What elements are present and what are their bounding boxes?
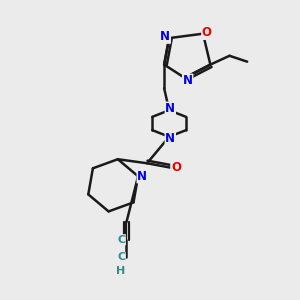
Text: N: N (165, 132, 175, 145)
Text: N: N (165, 102, 175, 115)
Text: O: O (171, 160, 181, 174)
Text: N: N (160, 30, 170, 43)
Text: C: C (117, 253, 125, 262)
Text: N: N (183, 74, 193, 87)
Text: H: H (116, 266, 125, 276)
Text: O: O (202, 26, 212, 39)
Text: N: N (137, 170, 147, 183)
Text: C: C (117, 235, 125, 245)
